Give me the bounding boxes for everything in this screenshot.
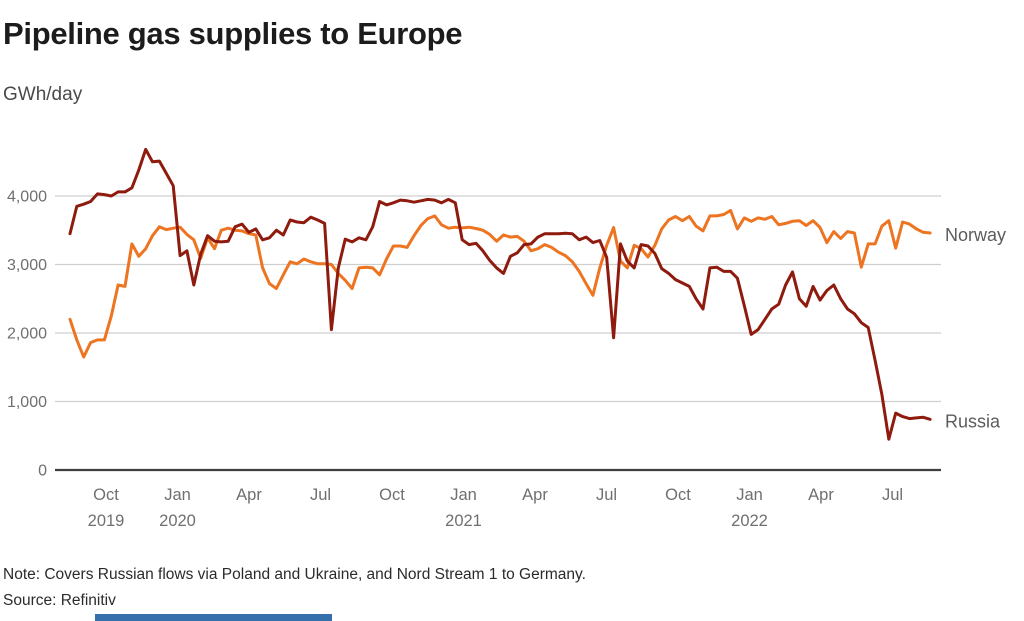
y-tick-label: 3,000 xyxy=(7,257,47,274)
x-tick-label: Apr xyxy=(236,486,262,504)
x-tick-label: Oct xyxy=(379,486,405,504)
x-tick-label: Jan xyxy=(450,486,477,504)
x-tick-year-label: 2020 xyxy=(159,512,196,530)
x-tick-label: Apr xyxy=(522,486,548,504)
x-tick-year-label: 2022 xyxy=(731,512,768,530)
series-line-norway xyxy=(68,208,932,359)
x-tick-label: Oct xyxy=(665,486,691,504)
series-label-russia: Russia xyxy=(945,411,1001,431)
note-text: Note: Covers Russian flows via Poland an… xyxy=(3,566,586,583)
x-tick-year-label: 2021 xyxy=(445,512,482,530)
x-tick-label: Jul xyxy=(310,486,331,504)
series-label-norway: Norway xyxy=(945,225,1006,245)
x-tick-year-label: 2019 xyxy=(88,512,125,530)
y-tick-label: 0 xyxy=(38,463,47,480)
series-line-russia xyxy=(68,147,932,441)
page-title: Pipeline gas supplies to Europe xyxy=(3,16,463,51)
x-tick-label: Apr xyxy=(808,486,834,504)
x-tick-label: Jul xyxy=(882,486,903,504)
bottom-accent-bar xyxy=(95,614,332,621)
x-tick-label: Oct xyxy=(93,486,119,504)
x-tick-label: Jul xyxy=(596,486,617,504)
y-tick-label: 2,000 xyxy=(7,326,47,343)
units-label: GWh/day xyxy=(3,84,83,105)
y-tick-label: 4,000 xyxy=(7,189,47,206)
source-text: Source: Refinitiv xyxy=(3,592,116,609)
y-tick-label: 1,000 xyxy=(7,394,47,411)
x-tick-label: Jan xyxy=(164,486,191,504)
x-tick-label: Jan xyxy=(736,486,763,504)
